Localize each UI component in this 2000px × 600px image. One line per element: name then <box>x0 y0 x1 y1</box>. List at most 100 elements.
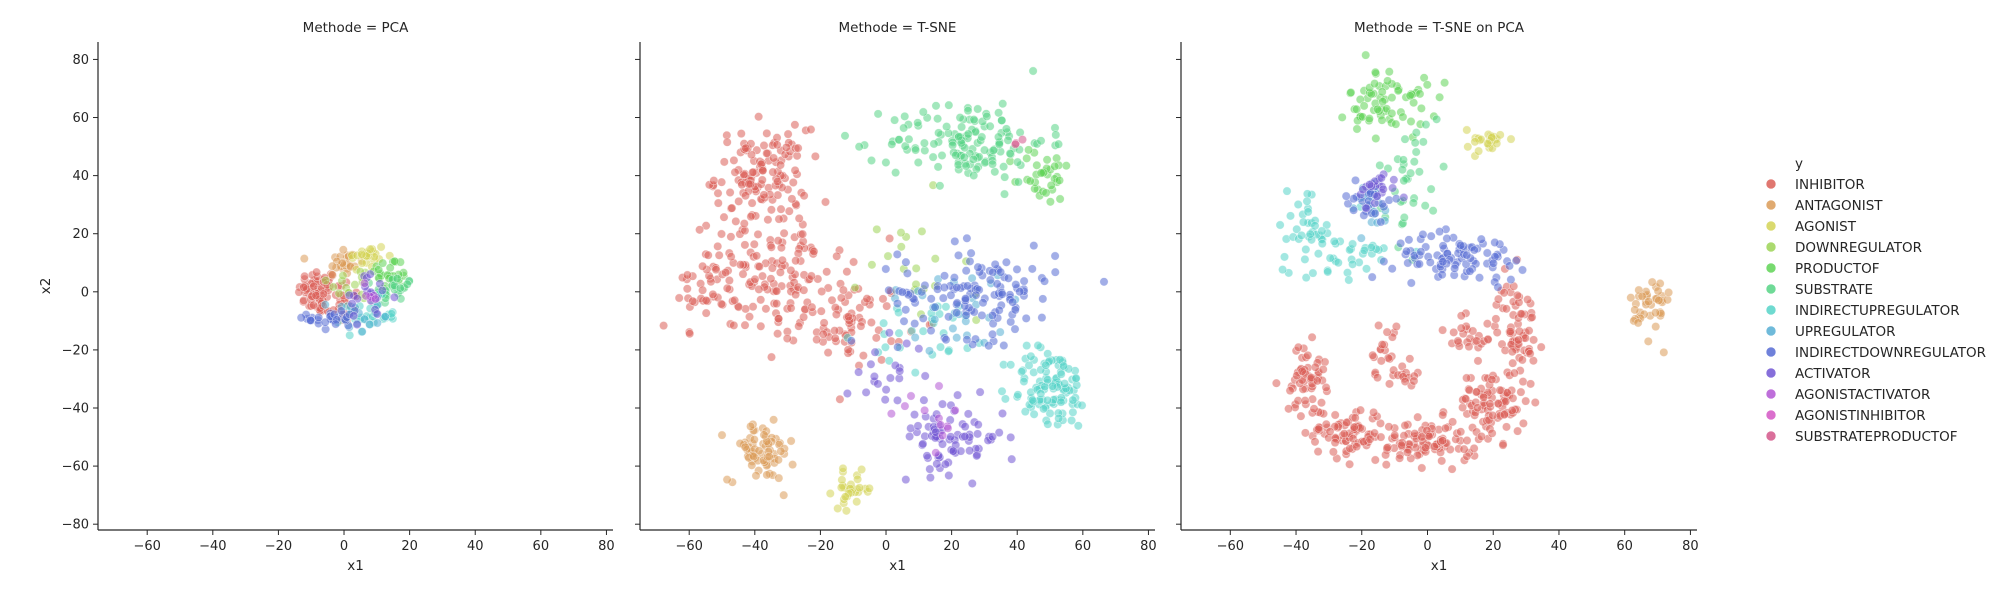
x-tick-label: −40 <box>741 539 768 554</box>
data-point <box>1633 318 1643 328</box>
data-point <box>1296 411 1306 421</box>
data-point <box>918 326 928 336</box>
data-point <box>350 280 360 290</box>
data-point <box>883 251 893 261</box>
data-point <box>987 159 997 169</box>
data-point <box>1398 155 1408 165</box>
panel-1: Methode = PCA −60 −40 −20 0 20 40 60 80 −80 −60 −40… <box>62 20 615 574</box>
data-point <box>1346 88 1356 98</box>
data-point <box>1482 248 1492 258</box>
data-point <box>1432 114 1442 124</box>
data-point <box>726 252 736 262</box>
data-point <box>318 289 328 299</box>
data-point <box>954 132 964 142</box>
data-point <box>321 275 331 285</box>
data-point <box>967 478 977 488</box>
data-point <box>1317 239 1327 249</box>
data-point <box>951 150 961 160</box>
data-point <box>1309 404 1319 414</box>
data-point <box>982 111 992 121</box>
data-point <box>1282 186 1292 196</box>
data-point <box>703 250 713 260</box>
data-point <box>938 293 948 303</box>
data-point <box>960 431 970 441</box>
data-point <box>949 273 959 283</box>
data-point <box>961 266 971 276</box>
data-point <box>1039 404 1049 414</box>
data-point <box>794 321 804 331</box>
data-point <box>758 166 768 176</box>
data-point <box>820 197 830 207</box>
data-point <box>1313 447 1323 457</box>
data-point <box>1359 245 1369 255</box>
data-point <box>1416 247 1426 257</box>
data-point <box>943 346 953 356</box>
data-point <box>1301 273 1311 283</box>
data-point <box>1370 208 1380 218</box>
data-point <box>842 388 852 398</box>
data-point <box>1323 267 1333 277</box>
data-point <box>311 290 321 300</box>
data-point <box>836 293 846 303</box>
data-point <box>380 312 390 322</box>
data-point <box>1505 261 1515 271</box>
data-point <box>840 131 850 141</box>
data-point <box>1387 108 1397 118</box>
data-point <box>919 395 929 405</box>
data-point <box>395 283 405 293</box>
data-point <box>328 282 338 292</box>
data-point <box>1013 390 1023 400</box>
data-point <box>754 262 764 272</box>
data-point <box>969 171 979 181</box>
data-point <box>713 241 723 251</box>
data-point <box>873 379 883 389</box>
data-point <box>854 367 864 377</box>
data-point <box>1067 415 1077 425</box>
data-point <box>960 294 970 304</box>
data-point <box>913 421 923 431</box>
data-point <box>1389 175 1399 185</box>
data-point <box>349 311 359 321</box>
data-point <box>1382 443 1392 453</box>
data-point <box>952 308 962 318</box>
data-point <box>937 399 947 409</box>
data-point <box>1456 323 1466 333</box>
data-point <box>1387 93 1397 103</box>
data-point <box>995 327 1005 337</box>
data-point <box>944 470 954 480</box>
data-point <box>884 285 894 295</box>
data-point <box>790 120 800 130</box>
data-point <box>1022 153 1032 163</box>
data-point <box>926 326 936 336</box>
data-point <box>361 291 371 301</box>
data-point <box>1440 423 1450 433</box>
data-point <box>1416 103 1426 113</box>
data-point <box>1343 268 1353 278</box>
data-point <box>1420 201 1430 211</box>
panel-title: Methode = T-SNE <box>839 20 957 36</box>
data-point <box>1468 326 1478 336</box>
data-point <box>729 320 739 330</box>
data-point <box>1462 435 1472 445</box>
data-point <box>738 269 748 279</box>
data-point <box>1400 376 1410 386</box>
data-point <box>1438 325 1448 335</box>
data-point <box>736 129 746 139</box>
data-point <box>749 451 759 461</box>
data-point <box>756 321 766 331</box>
data-point <box>1356 233 1366 243</box>
data-point <box>1517 355 1527 365</box>
data-point <box>913 118 923 128</box>
data-point <box>1059 361 1069 371</box>
data-point <box>781 142 791 152</box>
data-point <box>1369 407 1379 417</box>
data-point <box>1361 203 1371 213</box>
data-point <box>1449 327 1459 337</box>
legend-item: PRODUCTOF <box>1765 261 1880 277</box>
data-point <box>1518 265 1528 275</box>
data-point <box>931 101 941 111</box>
data-point <box>1019 376 1029 386</box>
data-point <box>1453 336 1463 346</box>
data-point <box>1005 149 1015 159</box>
legend-label: UPREGULATOR <box>1795 324 1896 340</box>
